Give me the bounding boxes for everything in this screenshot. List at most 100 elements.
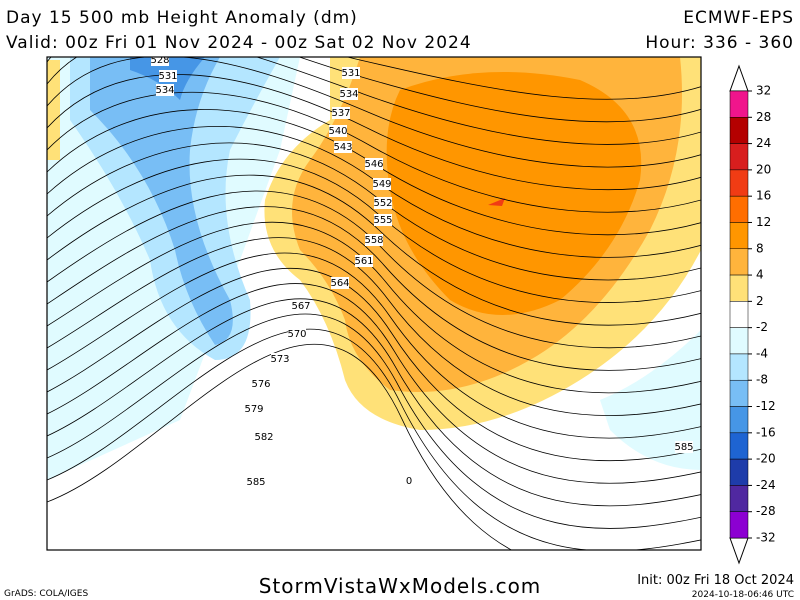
contour-label: 543 (333, 142, 352, 153)
colorbar-label: 4 (756, 268, 764, 282)
colorbar-label: -24 (756, 478, 776, 492)
contour-label-bg (271, 353, 289, 365)
colorbar-label: -16 (756, 425, 776, 439)
colorbar-label: 20 (756, 162, 771, 176)
colorbar-swatch (729, 274, 749, 302)
contour-line (47, 206, 701, 371)
colorbar-swatch (729, 327, 749, 355)
contour-line (47, 57, 701, 145)
contour-line (47, 283, 701, 484)
colorbar-label: -20 (756, 452, 776, 466)
contour-line (47, 313, 701, 529)
contour-line (47, 252, 701, 439)
colorbar-label: 28 (756, 110, 771, 124)
contour-label-bg (329, 125, 347, 137)
contour-label: 561 (354, 256, 373, 267)
contour-label-bg (675, 441, 693, 453)
colorbar-label: -12 (756, 399, 776, 413)
colorbar-swatch (729, 117, 749, 144)
contour-label-bg (331, 277, 349, 289)
colorbar-swatch (729, 485, 749, 512)
contour-label: 573 (270, 354, 289, 365)
contour-line (47, 91, 701, 213)
contour-label-bg (159, 70, 177, 82)
colorbar-swatch (729, 169, 749, 197)
colorbar: 32 28 24 20 16 12 8 4 2 -2 -4 -8 -12 -16 -20 -24 -28 -32 (729, 64, 776, 565)
map-frame (46, 56, 702, 551)
contour-line (47, 267, 701, 462)
contour-line (47, 237, 701, 416)
contour-label: 579 (244, 404, 263, 415)
valid-time: Valid: 00z Fri 01 Nov 2024 - 00z Sat 02 … (6, 33, 472, 53)
contour-line (47, 190, 701, 349)
contour-label: 540 (328, 126, 347, 137)
contour-label: 555 (373, 215, 392, 226)
forecast-hour: Hour: 336 - 360 (645, 33, 794, 53)
contour-label: 576 (251, 379, 270, 390)
contour-label-bg (252, 378, 270, 390)
timestamp: 2024-10-18-06:46 UTC (692, 590, 794, 600)
contour-label: 546 (364, 159, 383, 170)
colorbar-swatch (729, 379, 749, 407)
colorbar-label: 16 (756, 189, 771, 203)
contour-label-bg (288, 328, 306, 340)
colorbar-label: -8 (756, 373, 768, 387)
contour-label-bg (247, 476, 265, 488)
contour-label: 531 (341, 68, 360, 79)
contour-label-bg (374, 197, 392, 209)
contour-label-bg (334, 141, 352, 153)
contour-label: 552 (373, 198, 392, 209)
colorbar-swatch (729, 432, 749, 460)
colorbar-swatch (729, 222, 749, 250)
contour-label-bg (151, 57, 169, 66)
contour-line (47, 57, 701, 123)
colorbar-label: -32 (756, 531, 776, 545)
contour-label: 582 (254, 432, 273, 443)
init-time: Init: 00z Fri 18 Oct 2024 (637, 573, 794, 588)
contour-label: 558 (364, 235, 383, 246)
colorbar-label: 8 (756, 241, 764, 255)
colorbar-swatch (729, 248, 749, 276)
title: Day 15 500 mb Height Anomaly (dm) (6, 8, 358, 28)
anomaly-red (488, 198, 505, 206)
contour-label-bg (340, 88, 358, 100)
colorbar-label: 2 (756, 294, 764, 308)
colorbar-swatch (729, 406, 749, 434)
contour-line (47, 328, 701, 550)
contour-label-bg (373, 178, 391, 190)
contour-label-bg (255, 431, 273, 443)
contour-label-bg (374, 214, 392, 226)
colorbar-swatch (729, 458, 749, 486)
contour-label: 537 (331, 108, 350, 119)
colorbar-label: -28 (756, 504, 776, 518)
contour-label-bg (292, 300, 310, 312)
contour-label-bg (156, 84, 174, 96)
colorbar-label: 32 (756, 84, 771, 98)
contour-label-bg (355, 255, 373, 267)
contour-label-bg (400, 475, 418, 487)
site-name: StormVistaWxModels.com (259, 574, 542, 598)
colorbar-label: -4 (756, 346, 768, 360)
contour-label: 564 (330, 278, 349, 289)
colorbar-swatch (729, 353, 749, 381)
contour-label-bg (365, 234, 383, 246)
colorbar-label: 12 (756, 215, 771, 229)
anomaly-blue (90, 57, 233, 345)
colorbar-swatch (729, 511, 749, 539)
contour-label-bg (365, 158, 383, 170)
colorbar-label: 24 (756, 136, 771, 150)
colorbar-swatch (729, 195, 749, 223)
contour-line (47, 221, 701, 394)
colorbar-swatch (729, 90, 749, 118)
contour-label-bg (342, 67, 360, 79)
colorbar-top-arrow (729, 64, 749, 92)
contour-line (47, 158, 701, 303)
contour-label: 585 (246, 477, 265, 488)
contour-line (47, 343, 513, 550)
contour-line (47, 57, 701, 168)
contour-label: 534 (339, 89, 358, 100)
model-name: ECMWF-EPS (683, 8, 794, 28)
map-area: 528 531 534 531 534 537 540 543 546 549 552 555 558 5… (47, 57, 701, 550)
